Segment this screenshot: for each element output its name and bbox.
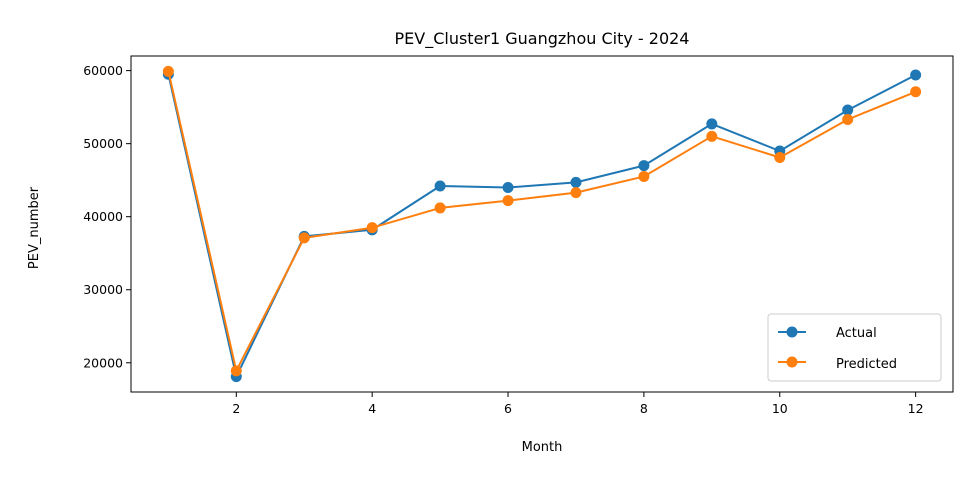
data-point-predicted [570,187,582,199]
y-axis-title: PEV_number [27,186,42,269]
data-point-predicted [910,86,922,98]
data-point-predicted [230,365,242,377]
series-predicted [162,65,922,377]
legend-predicted-label: Predicted [836,357,897,372]
x-tick-label: 6 [504,401,512,416]
series-line-predicted [167,71,916,372]
data-point-actual [638,160,650,172]
legend-predicted-marker [786,356,798,368]
legend-box [767,313,942,382]
data-point-actual [706,118,718,130]
data-point-actual [910,69,922,81]
data-point-predicted [774,152,786,164]
data-point-predicted [842,114,854,126]
data-point-predicted [162,65,174,77]
legend-actual-marker [786,326,798,338]
x-axis-ticks: 2 4 6 8 10 12 [232,392,924,416]
data-point-actual [434,180,446,192]
data-point-actual [842,104,854,116]
legend: Actual Predicted [767,313,942,382]
data-point-predicted [298,232,310,244]
x-tick-label: 4 [368,401,376,416]
data-point-predicted [706,130,718,142]
legend-actual-label: Actual [836,326,877,341]
data-point-predicted [638,171,650,183]
y-axis-ticks: 20000 30000 40000 50000 60000 [83,63,131,370]
data-point-actual [570,176,582,188]
y-tick-label: 40000 [83,209,123,224]
data-point-predicted [434,202,446,214]
y-tick-label: 30000 [83,282,123,297]
plot-frame [130,55,954,393]
x-tick-label: 12 [908,401,924,416]
chart-title: PEV_Cluster1 Guangzhou City - 2024 [395,29,690,49]
series-layer [162,65,922,383]
x-axis-title: Month [522,440,563,455]
data-point-predicted [502,195,514,207]
data-point-actual [502,181,514,193]
x-tick-label: 8 [640,401,648,416]
y-tick-label: 50000 [83,136,123,151]
data-point-predicted [366,222,378,234]
x-tick-label: 2 [232,401,240,416]
y-tick-label: 20000 [83,355,123,370]
y-tick-label: 60000 [83,63,123,78]
x-tick-label: 10 [772,401,788,416]
